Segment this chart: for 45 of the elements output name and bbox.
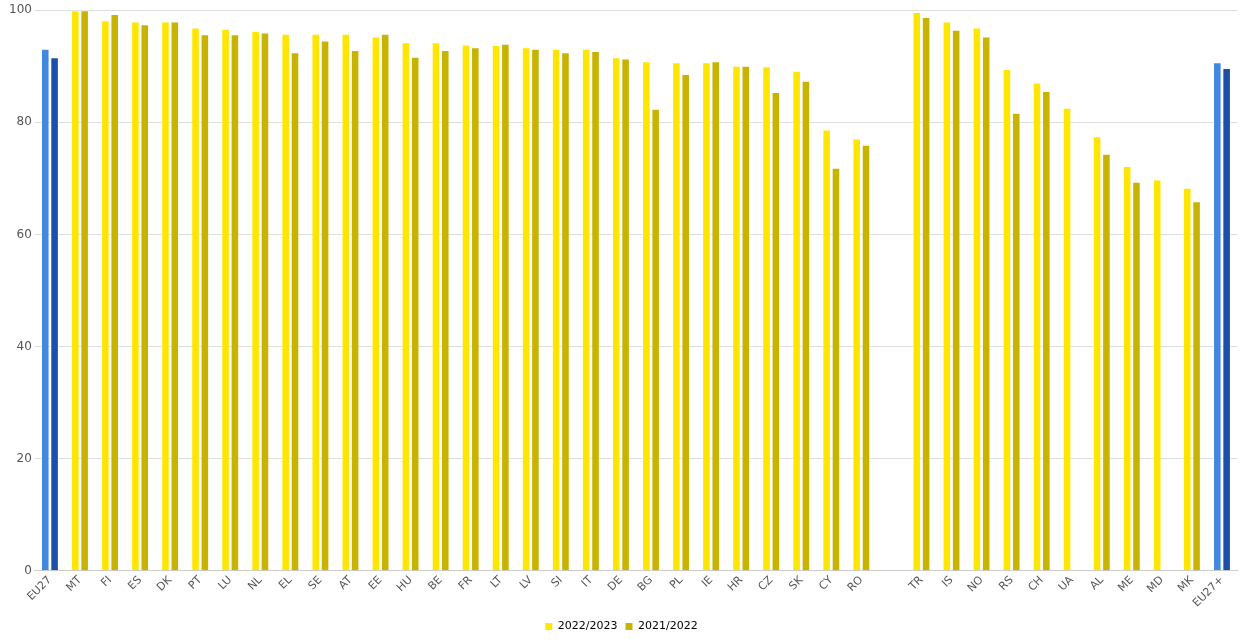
x-tick-label: EE: [365, 573, 385, 593]
x-tick-label: CH: [1025, 573, 1046, 594]
x-tick-label: EL: [276, 572, 296, 592]
y-tick-label: 80: [16, 114, 32, 129]
x-tick-label: RO: [844, 573, 866, 594]
legend-label: 2021/2022: [638, 619, 698, 633]
x-tick-label: TR: [905, 573, 926, 594]
x-tick-label: FI: [98, 573, 115, 590]
x-tick-label: MK: [1175, 572, 1197, 595]
y-tick-label: 0: [24, 562, 32, 577]
x-tick-label: SI: [548, 573, 565, 590]
x-tick-label: NL: [245, 572, 266, 593]
x-tick-label: LU: [215, 573, 235, 593]
x-tick-label: IT: [578, 573, 596, 590]
x-tick-label: DK: [154, 572, 175, 594]
x-tick-label: UA: [1055, 572, 1077, 594]
y-tick-label: 100: [9, 2, 32, 17]
y-tick-label: 20: [16, 450, 32, 465]
legend-label: 2022/2023: [557, 619, 618, 633]
x-tick-label: BG: [634, 573, 656, 594]
x-tick-label: DE: [604, 573, 626, 594]
y-tick-label: 60: [16, 226, 32, 241]
x-tick-label: ME: [1115, 573, 1136, 595]
x-tick-label: MD: [1144, 573, 1167, 596]
x-tick-label: CZ: [755, 572, 776, 594]
x-tick-label: IS: [939, 573, 956, 590]
x-tick-label: ES: [125, 573, 145, 593]
x-tick-label: SE: [305, 573, 325, 593]
x-tick-label: PL: [666, 572, 686, 592]
x-tick-label: AL: [1087, 572, 1107, 593]
x-tick-label: IE: [698, 573, 716, 590]
x-tick-label: LV: [516, 572, 536, 592]
x-tick-label: FR: [455, 573, 476, 593]
x-tick-label: LT: [487, 573, 506, 591]
x-tick-label: MT: [63, 573, 85, 594]
x-tick-label: HU: [393, 573, 415, 594]
x-tick-label: RS: [996, 573, 1016, 593]
x-tick-label: SK: [786, 572, 806, 593]
x-tick-label: CY: [816, 573, 836, 593]
x-tick-label: BE: [425, 573, 445, 593]
x-tick-label: NO: [964, 573, 986, 595]
x-tick-label: HR: [724, 573, 746, 594]
y-tick-label: 40: [16, 338, 32, 353]
x-tick-label: PT: [185, 573, 205, 592]
x-tick-label: AT: [335, 573, 355, 592]
